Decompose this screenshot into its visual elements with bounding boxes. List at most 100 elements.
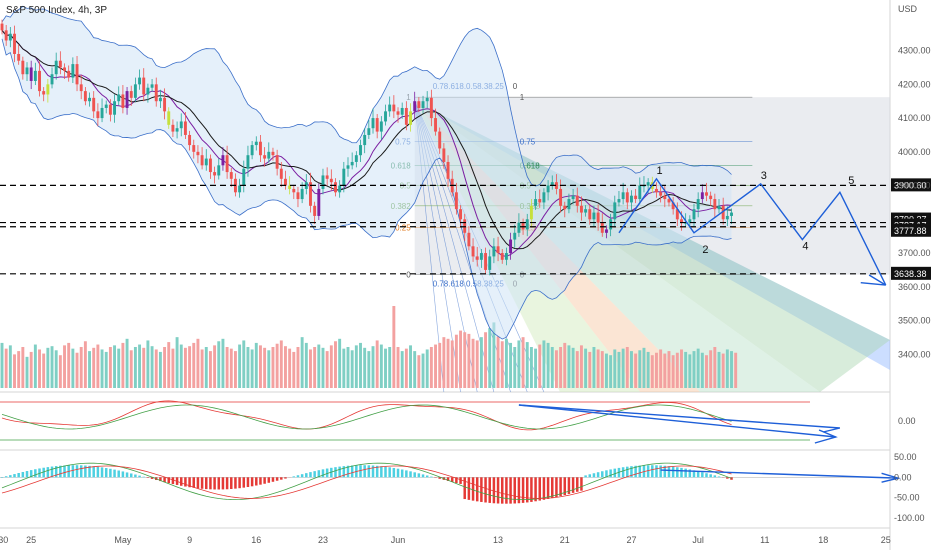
volume-bar (350, 350, 354, 388)
macd-histogram-bar (171, 477, 175, 485)
macd-histogram-bar (480, 477, 483, 502)
volume-bar (517, 340, 521, 388)
candle-body (471, 246, 475, 257)
volume-bar (534, 348, 538, 388)
macd-histogram-bar (663, 465, 667, 478)
candle-body (213, 172, 217, 176)
macd-histogram-bar (584, 475, 587, 478)
volume-bar (384, 348, 387, 388)
macd-histogram-bar (676, 467, 679, 478)
volume-bar (713, 347, 717, 388)
volume-bar (638, 350, 642, 388)
macd-histogram-bar (342, 466, 346, 478)
candle-body (542, 192, 546, 203)
volume-bar (288, 348, 292, 388)
candle-body (534, 199, 538, 206)
volume-bar (221, 338, 225, 388)
macd-histogram-bar (29, 470, 33, 478)
volume-bar (79, 347, 83, 388)
candle-body (667, 199, 671, 203)
macd-histogram-bar (367, 465, 371, 478)
macd-histogram-bar (525, 477, 529, 503)
candle-body (634, 195, 638, 200)
candle-body (413, 101, 417, 112)
volume-bar (138, 344, 142, 388)
candle-body (29, 67, 33, 81)
volume-bar (442, 337, 446, 388)
macd-histogram-bar (300, 474, 304, 478)
candle-body (575, 195, 579, 206)
candle-body (596, 212, 600, 223)
candle-body (367, 128, 371, 135)
candle-body (567, 199, 571, 210)
volume-bar (279, 340, 283, 388)
macd-histogram-bar (59, 465, 62, 478)
candle-body (479, 253, 483, 260)
volume-bar (659, 349, 663, 388)
volume-bar (721, 353, 725, 388)
volume-bar (329, 345, 333, 388)
fib-level-label: 0.618 (520, 161, 541, 170)
macd-histogram-bar (384, 466, 387, 478)
volume-bar (167, 342, 171, 388)
candle-body (579, 205, 583, 213)
volume-bar (621, 348, 625, 388)
macd-histogram-bar (455, 477, 458, 483)
candle-body (713, 199, 717, 210)
volume-bar (417, 355, 421, 388)
macd-histogram-bar (555, 477, 558, 498)
candle-body (630, 195, 633, 203)
macd-histogram-bar (446, 477, 450, 481)
volume-bar (292, 351, 296, 388)
price-axis-tick: 3400.00 (898, 349, 931, 359)
macd-histogram-bar (96, 466, 100, 478)
macd-histogram-bar (259, 477, 262, 485)
macd-histogram-bar (313, 471, 316, 478)
candle-body (108, 104, 112, 115)
macd-histogram-bar (305, 473, 308, 478)
volume-bar (675, 352, 679, 388)
candle-body (509, 239, 513, 254)
macd-histogram-bar (359, 465, 362, 478)
main-pane (0, 0, 891, 550)
volume-bar (92, 347, 96, 388)
candle-body (609, 219, 613, 230)
volume-bar (425, 349, 429, 388)
candle-body (434, 118, 437, 132)
time-axis-tick: 16 (251, 535, 261, 545)
macd-histogram-bar (592, 473, 596, 478)
fib-fan-zone (414, 101, 890, 392)
candle-body (655, 188, 658, 193)
rsi-axis-tick: 0.00 (898, 416, 916, 426)
volume-bar (559, 347, 563, 388)
volume-bar (596, 349, 600, 388)
candle-body (271, 151, 275, 156)
volume-bar (521, 337, 525, 388)
volume-bars (0, 306, 738, 388)
macd-histogram-bar (513, 477, 516, 504)
candle-body (146, 87, 150, 95)
volume-bar (613, 349, 617, 388)
fib-level-label: 1 (520, 93, 525, 102)
volume-bar (600, 351, 604, 388)
candle-body (225, 155, 229, 173)
macd-histogram-bar (596, 472, 600, 478)
macd-histogram-bar (463, 477, 466, 500)
macd-histogram-bar (350, 465, 354, 478)
volume-bar (459, 330, 463, 388)
volume-bar (579, 345, 583, 388)
candle-body (388, 104, 392, 112)
candle-body (313, 205, 317, 216)
volume-bar (129, 350, 133, 388)
volume-bar (400, 351, 404, 388)
candle-body (354, 155, 358, 162)
macd-histogram-bar (321, 469, 325, 478)
macd-histogram-bar (534, 477, 537, 502)
volume-bar (492, 322, 496, 388)
macd-arrowhead (881, 472, 901, 483)
macd-histogram-bar (567, 477, 571, 494)
volume-bar (121, 342, 125, 388)
volume-bar (142, 347, 146, 388)
candle-body (154, 84, 158, 102)
